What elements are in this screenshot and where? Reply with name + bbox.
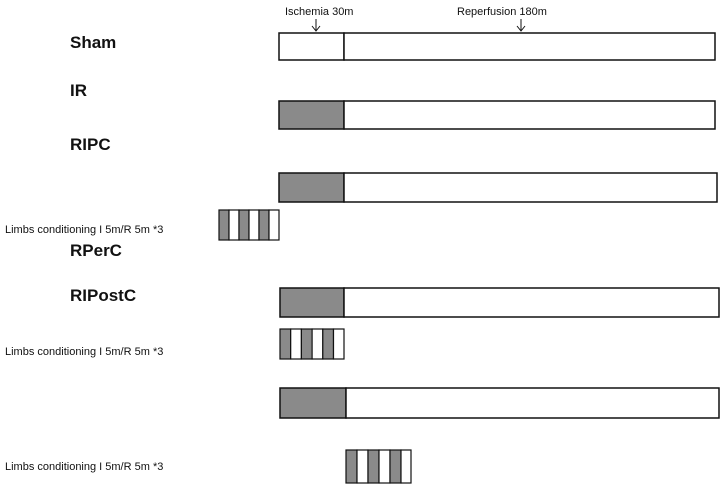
rperc-ischemia-segment — [279, 287, 345, 318]
ripc-reperfusion-segment — [343, 172, 718, 203]
sham-reperfusion-segment — [343, 32, 716, 61]
rperc-conditioning-label: Limbs conditioning I 5m/R 5m *3 — [5, 346, 163, 358]
timeline-sham — [278, 32, 716, 61]
rperc-cycle-1-ischemia — [279, 328, 292, 360]
ir-reperfusion-segment — [343, 100, 716, 130]
ischemia-arrow-head — [311, 25, 321, 32]
ripc-ischemia-segment — [278, 172, 345, 203]
timeline-ripostc — [279, 387, 720, 419]
rperc-cycle-2-reperfusion — [311, 328, 324, 360]
ripc-cycle-2-ischemia — [238, 209, 250, 241]
ripc-cycle-1-reperfusion — [228, 209, 240, 241]
rperc-conditioning-cycles — [279, 328, 345, 360]
ripostc-reperfusion-segment — [345, 387, 720, 419]
ripostc-ischemia-segment — [279, 387, 347, 419]
rperc-cycle-3-ischemia — [322, 328, 335, 360]
ripostc-cycle-3-ischemia — [389, 449, 402, 484]
group-label-rperc: RPerC — [70, 241, 122, 260]
timeline-ir — [278, 100, 716, 130]
group-label-ripc: RIPC — [70, 135, 111, 154]
ripc-conditioning-cycles — [218, 209, 280, 241]
ripostc-cycle-2-ischemia — [367, 449, 380, 484]
ripc-conditioning-label: Limbs conditioning I 5m/R 5m *3 — [5, 224, 163, 236]
reperfusion-phase-label: Reperfusion 180m — [457, 6, 547, 18]
rperc-cycle-3-reperfusion — [332, 328, 345, 360]
ir-ischemia-segment — [278, 100, 345, 130]
ripc-cycle-1-ischemia — [218, 209, 230, 241]
ripostc-cycle-3-reperfusion — [400, 449, 412, 484]
ripostc-cycle-2-reperfusion — [378, 449, 391, 484]
timeline-rperc — [279, 287, 720, 318]
ripostc-conditioning-label: Limbs conditioning I 5m/R 5m *3 — [5, 461, 163, 473]
sham-ischemia-segment — [278, 32, 345, 61]
ripc-cycle-3-ischemia — [258, 209, 270, 241]
rperc-cycle-2-ischemia — [300, 328, 313, 360]
ripostc-cycle-1-reperfusion — [356, 449, 369, 484]
group-label-ripostc: RIPostC — [70, 286, 136, 305]
group-label-sham: Sham — [70, 33, 116, 52]
ripostc-conditioning-cycles — [345, 449, 412, 484]
rperc-cycle-1-reperfusion — [290, 328, 303, 360]
rperc-reperfusion-segment — [343, 287, 720, 318]
ripostc-cycle-1-ischemia — [345, 449, 358, 484]
timeline-ripc — [278, 172, 718, 203]
ischemia-phase-label: Ischemia 30m — [285, 6, 353, 18]
reperfusion-arrow-head — [516, 25, 526, 32]
ripc-cycle-3-reperfusion — [268, 209, 280, 241]
ripc-cycle-2-reperfusion — [248, 209, 260, 241]
group-label-ir: IR — [70, 81, 87, 100]
